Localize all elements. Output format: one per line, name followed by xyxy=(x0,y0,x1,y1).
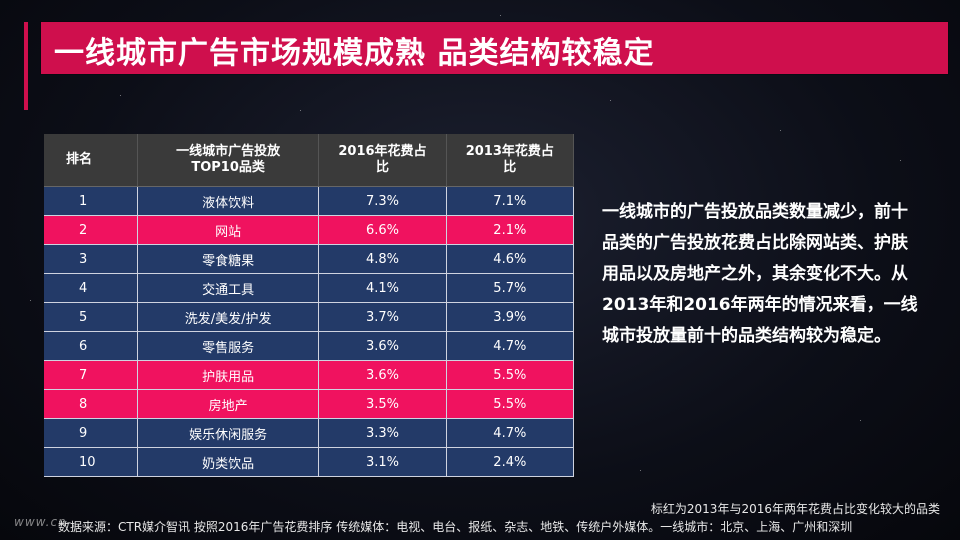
share-2013-cell: 4.6% xyxy=(446,244,575,274)
share-2016-cell: 4.1% xyxy=(318,273,447,303)
share-2016-cell: 3.6% xyxy=(318,331,447,361)
watermark: www.cn-... xyxy=(14,515,87,529)
header-2016: 2016年花费占比 xyxy=(318,134,447,187)
rank-cell: 9 xyxy=(44,418,138,448)
category-cell: 交通工具 xyxy=(137,273,320,303)
share-2013-cell: 4.7% xyxy=(446,331,575,361)
share-2016-cell: 6.6% xyxy=(318,215,447,245)
table-row: 2 网站 6.6% 2.1% xyxy=(44,215,575,245)
share-2016-cell: 3.5% xyxy=(318,389,447,419)
header-2013: 2013年花费占比 xyxy=(446,134,575,187)
rank-cell: 4 xyxy=(44,273,138,303)
rank-cell: 7 xyxy=(44,360,138,390)
rank-cell: 8 xyxy=(44,389,138,419)
table-row: 7 护肤用品 3.6% 5.5% xyxy=(44,360,575,390)
table-row: 9 娱乐休闲服务 3.3% 4.7% xyxy=(44,418,575,448)
share-2013-cell: 5.5% xyxy=(446,360,575,390)
rank-cell: 1 xyxy=(44,186,138,216)
rank-cell: 10 xyxy=(44,447,138,477)
title-bar xyxy=(41,22,948,74)
header-category: 一线城市广告投放TOP10品类 xyxy=(137,134,320,187)
description-text: 一线城市的广告投放品类数量减少，前十品类的广告投放花费占比除网站类、护肤用品以及… xyxy=(602,202,918,346)
share-2013-cell: 7.1% xyxy=(446,186,575,216)
highlight-note: 标红为2013年与2016年两年花费占比变化较大的品类 xyxy=(650,502,940,516)
share-2016-cell: 3.7% xyxy=(318,302,447,332)
table-row: 8 房地产 3.5% 5.5% xyxy=(44,389,575,419)
page-title: 一线城市广告市场规模成熟 品类结构较稳定 xyxy=(54,36,655,71)
rank-cell: 6 xyxy=(44,331,138,361)
share-2013-cell: 2.4% xyxy=(446,447,575,477)
title-accent-line xyxy=(24,22,28,110)
share-2016-cell: 3.3% xyxy=(318,418,447,448)
share-2013-cell: 5.5% xyxy=(446,389,575,419)
category-cell: 奶类饮品 xyxy=(137,447,320,477)
category-cell: 液体饮料 xyxy=(137,186,320,216)
rank-cell: 3 xyxy=(44,244,138,274)
table-header-row: 排名 一线城市广告投放TOP10品类 2016年花费占比 2013年花费占比 xyxy=(44,134,575,187)
table-row: 10 奶类饮品 3.1% 2.4% xyxy=(44,447,575,477)
category-cell: 网站 xyxy=(137,215,320,245)
rank-cell: 2 xyxy=(44,215,138,245)
share-2016-cell: 3.6% xyxy=(318,360,447,390)
table-row: 4 交通工具 4.1% 5.7% xyxy=(44,273,575,303)
ranking-table: 排名 一线城市广告投放TOP10品类 2016年花费占比 2013年花费占比 1… xyxy=(44,134,575,477)
share-2016-cell: 4.8% xyxy=(318,244,447,274)
header-2016-label: 2016年花费占比 xyxy=(338,143,427,175)
data-source: 数据来源：CTR媒介智讯 按照2016年广告花费排序 传统媒体：电视、电台、报纸… xyxy=(58,520,853,534)
category-cell: 娱乐休闲服务 xyxy=(137,418,320,448)
category-cell: 洗发/美发/护发 xyxy=(137,302,320,332)
table-row: 6 零售服务 3.6% 4.7% xyxy=(44,331,575,361)
header-category-label: 一线城市广告投放TOP10品类 xyxy=(176,143,281,175)
table-row: 1 液体饮料 7.3% 7.1% xyxy=(44,186,575,216)
category-cell: 零售服务 xyxy=(137,331,320,361)
category-cell: 房地产 xyxy=(137,389,320,419)
header-rank: 排名 xyxy=(44,134,138,187)
rank-cell: 5 xyxy=(44,302,138,332)
share-2013-cell: 3.9% xyxy=(446,302,575,332)
share-2013-cell: 5.7% xyxy=(446,273,575,303)
category-cell: 零食糖果 xyxy=(137,244,320,274)
table-row: 3 零食糖果 4.8% 4.6% xyxy=(44,244,575,274)
category-cell: 护肤用品 xyxy=(137,360,320,390)
header-2013-label: 2013年花费占比 xyxy=(465,143,554,175)
share-2016-cell: 3.1% xyxy=(318,447,447,477)
share-2016-cell: 7.3% xyxy=(318,186,447,216)
share-2013-cell: 4.7% xyxy=(446,418,575,448)
share-2013-cell: 2.1% xyxy=(446,215,575,245)
table-row: 5 洗发/美发/护发 3.7% 3.9% xyxy=(44,302,575,332)
